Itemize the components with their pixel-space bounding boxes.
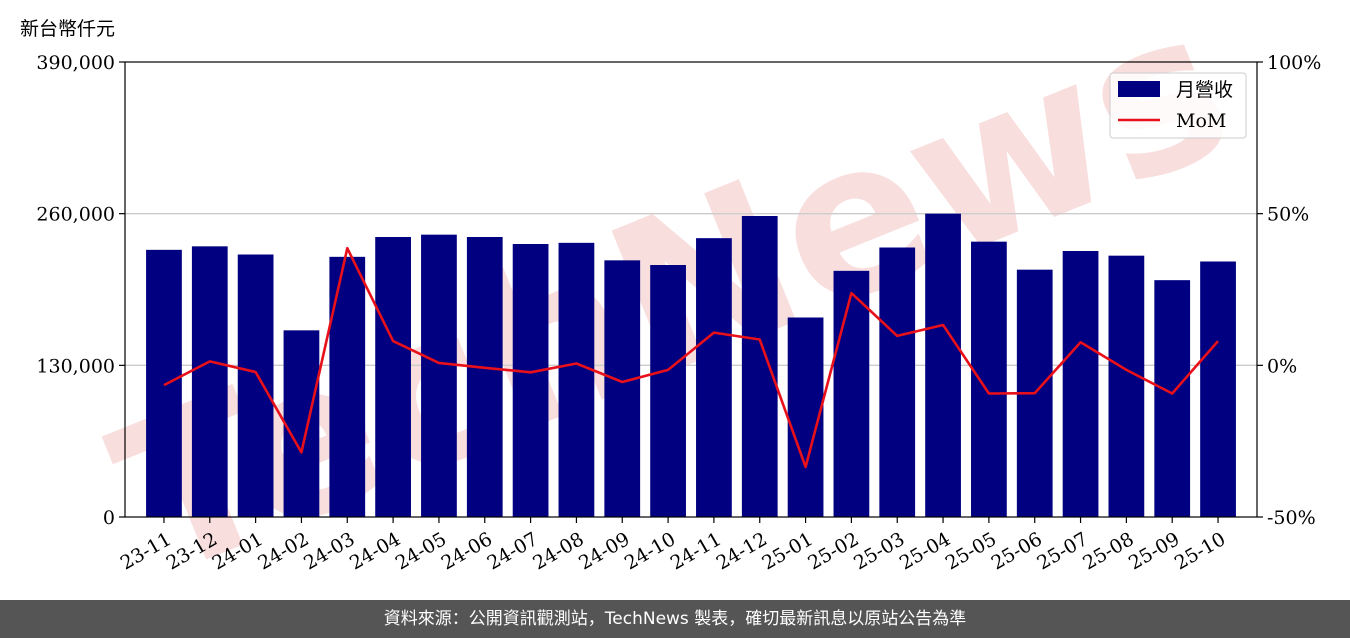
- legend-label-mom: MoM: [1176, 110, 1226, 132]
- bar-24-11: [696, 238, 732, 517]
- bar-24-06: [466, 237, 503, 517]
- bar-23-11: [146, 249, 182, 518]
- bar-25-04: [925, 213, 961, 517]
- y-axis-unit-label: 新台幣仟元: [20, 18, 116, 40]
- x-tick-label: 24-09: [575, 528, 633, 574]
- bar-24-04: [375, 237, 411, 517]
- right-tick-label: 50%: [1267, 204, 1309, 226]
- bar-series: [146, 213, 1236, 518]
- x-tick-label: 25-05: [942, 528, 1000, 574]
- left-y-axis: 0 130,000 260,000 390,000: [36, 52, 125, 529]
- x-tick-label: 24-07: [483, 528, 541, 574]
- x-tick-label: 24-12: [713, 528, 771, 574]
- plot-frame: [124, 61, 1258, 518]
- left-tick-label: 130,000: [36, 355, 115, 377]
- bar-23-12: [191, 246, 228, 518]
- left-tick-label: 390,000: [36, 52, 115, 74]
- bar-25-05: [971, 241, 1007, 517]
- legend-label-revenue: 月營收: [1176, 79, 1233, 101]
- x-tick-label: 25-07: [1033, 528, 1091, 574]
- right-y-axis: -50% 0% 50% 100%: [1257, 52, 1321, 529]
- right-tick-label: 0%: [1267, 355, 1297, 377]
- bar-24-07: [512, 244, 549, 517]
- legend-swatch-bar: [1118, 81, 1160, 97]
- x-tick-label: 25-09: [1125, 528, 1183, 574]
- right-tick-label: 100%: [1267, 52, 1321, 74]
- bar-24-12: [741, 216, 778, 517]
- bar-24-09: [604, 260, 641, 517]
- bar-24-05: [421, 234, 457, 517]
- x-tick-label: 25-08: [1079, 528, 1137, 574]
- bar-25-02: [833, 270, 870, 517]
- left-tick-label: 0: [103, 507, 115, 529]
- bar-25-03: [879, 247, 916, 517]
- x-tick-label: 25-06: [988, 528, 1046, 574]
- bar-25-08: [1108, 255, 1145, 517]
- bar-25-09: [1154, 280, 1191, 517]
- x-tick-label: 24-06: [438, 528, 496, 574]
- source-footer: 資料來源：公開資訊觀測站，TechNews 製表，確切最新訊息以原站公告為準: [0, 600, 1350, 638]
- bar-24-10: [650, 265, 686, 517]
- bar-24-02: [283, 330, 320, 517]
- bar-25-10: [1200, 261, 1236, 517]
- x-tick-label: 25-03: [850, 528, 908, 574]
- right-tick-label: -50%: [1267, 507, 1316, 529]
- x-tick-label: 24-05: [392, 528, 450, 574]
- bar-25-07: [1062, 251, 1099, 517]
- x-tick-label: 24-08: [529, 528, 587, 574]
- bar-24-03: [329, 256, 366, 517]
- mom-line: [163, 246, 1219, 469]
- line-series: [163, 246, 1219, 469]
- x-tick-label: 25-02: [804, 528, 862, 574]
- bar-24-08: [558, 242, 595, 518]
- bar-24-01: [237, 254, 274, 517]
- left-tick-label: 260,000: [36, 204, 115, 226]
- x-tick-label: 25-01: [758, 528, 816, 574]
- legend: 月營收 MoM: [1109, 72, 1247, 139]
- x-tick-label: 24-11: [667, 528, 725, 574]
- x-tick-label: 24-10: [621, 528, 679, 574]
- x-tick-label: 25-10: [1171, 528, 1229, 574]
- x-tick-label: 25-04: [896, 528, 954, 574]
